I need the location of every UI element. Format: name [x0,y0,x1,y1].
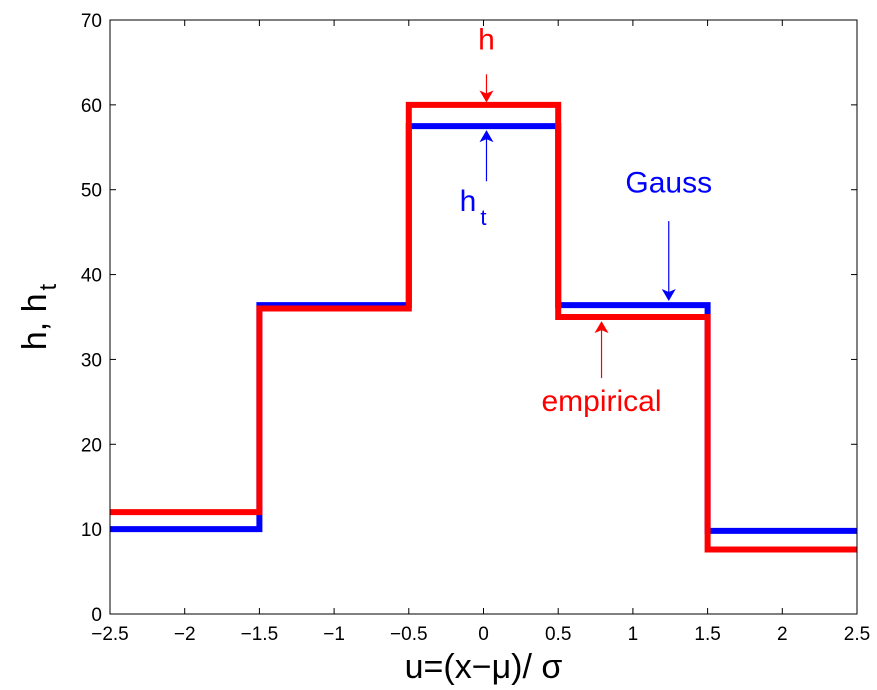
annotation-label: h [478,24,495,57]
x-tick-label: −1 [323,624,345,645]
y-tick-label: 0 [91,605,102,626]
plot-area: −2.5 −2 −1.5 −1 −0.5 0 0.5 1 1.5 2 2.5 0 10 20 30 40 50 6… [16,11,870,686]
x-axis-label: u=(x−μ)/ σ [405,648,563,686]
x-tick-label: −0.5 [390,624,428,645]
y-tick-label: 50 [81,181,102,202]
y-tick-label: 10 [81,520,102,541]
y-tick-label: 70 [81,11,102,32]
x-tick-label: 1 [628,624,639,645]
annotation-label: Gauss [625,166,712,199]
x-tick-label: 1.5 [694,624,720,645]
x-tick-label: 0 [478,624,489,645]
x-tick-label: 2.5 [844,624,870,645]
plot-frame [109,19,858,615]
y-tick-label: 40 [81,266,102,287]
y-tick-label: 60 [81,96,102,117]
y-tick-label: 20 [81,435,102,456]
y-axis-label: h, ht [16,283,62,350]
annotation-label: empirical [542,385,662,418]
x-tick-label: −1.5 [241,624,279,645]
x-tick-label: −2.5 [91,624,129,645]
y-tick-label: 30 [81,350,102,371]
series-line [110,101,857,553]
x-tick-label: 0.5 [545,624,571,645]
x-tick-label: −2 [174,624,196,645]
plot-background [110,20,857,614]
x-tick-label: 2 [777,624,788,645]
